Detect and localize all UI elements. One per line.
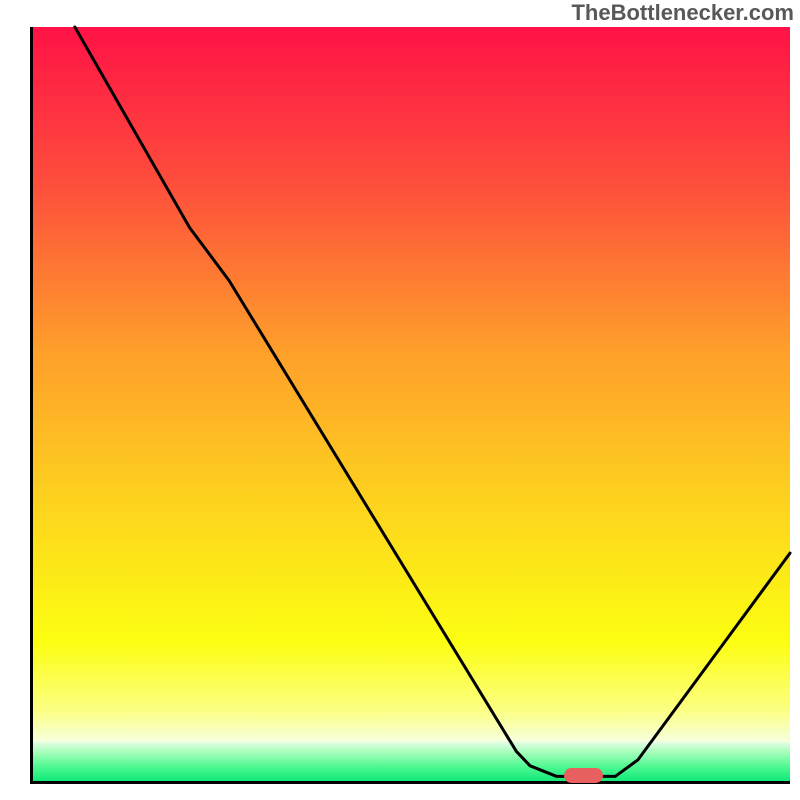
optimal-marker [564, 768, 603, 783]
bottleneck-curve [30, 27, 790, 784]
watermark-text: TheBottlenecker.com [571, 0, 794, 26]
chart-container: TheBottlenecker.com [0, 0, 800, 800]
plot-area [30, 27, 790, 784]
